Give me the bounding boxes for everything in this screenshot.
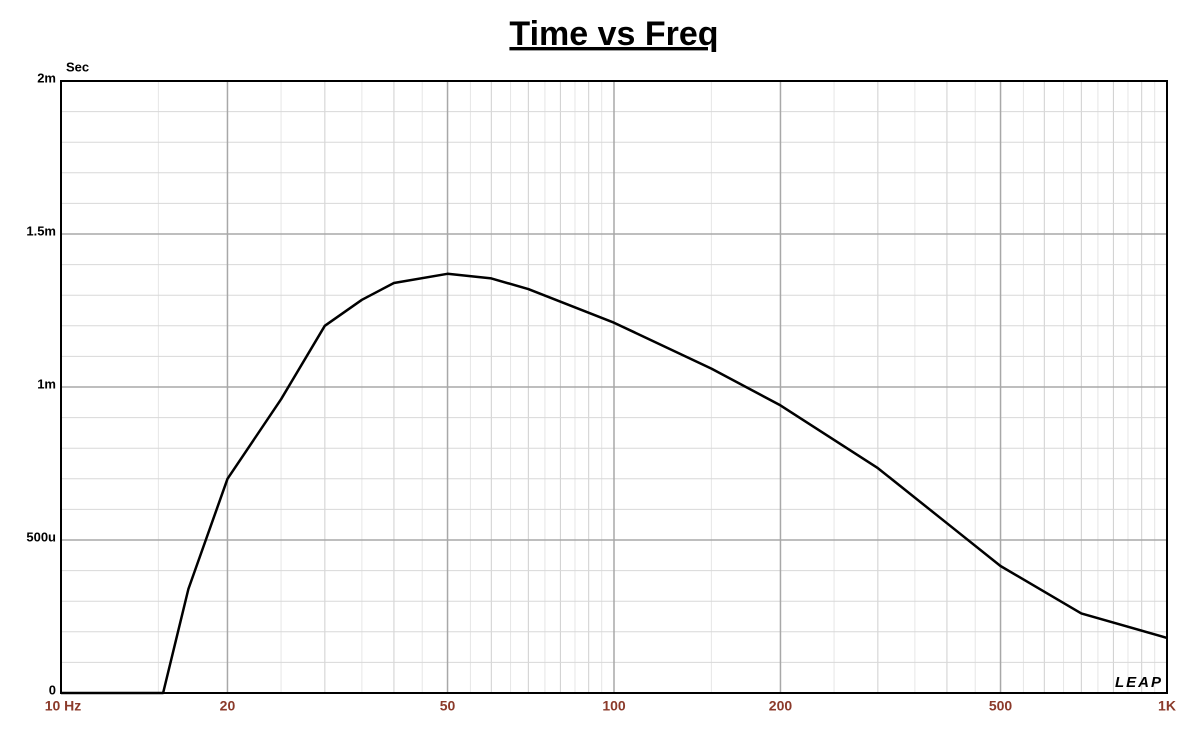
chart-title: Time vs Freq — [509, 15, 718, 53]
y-tick-label: 0 — [49, 682, 56, 697]
x-tick-label: 20 — [220, 698, 236, 714]
x-tick-label: 10 Hz — [45, 698, 82, 714]
x-tick-label: 100 — [602, 698, 626, 714]
line-series — [61, 272, 1168, 695]
y-tick-label: 500u — [26, 529, 56, 544]
plot-frame — [60, 80, 1168, 694]
x-tick-label: 500 — [989, 698, 1013, 714]
x-tick-label: 50 — [440, 698, 456, 714]
logo: LEAP — [1115, 674, 1163, 691]
x-tick-label: 200 — [769, 698, 793, 714]
y-tick-label: 2m — [37, 70, 56, 85]
y-tick-label: 1.5m — [26, 223, 56, 238]
x-tick-label: 1K — [1158, 698, 1176, 714]
y-tick-label: 1m — [37, 376, 56, 391]
y-unit: Sec — [66, 59, 89, 74]
